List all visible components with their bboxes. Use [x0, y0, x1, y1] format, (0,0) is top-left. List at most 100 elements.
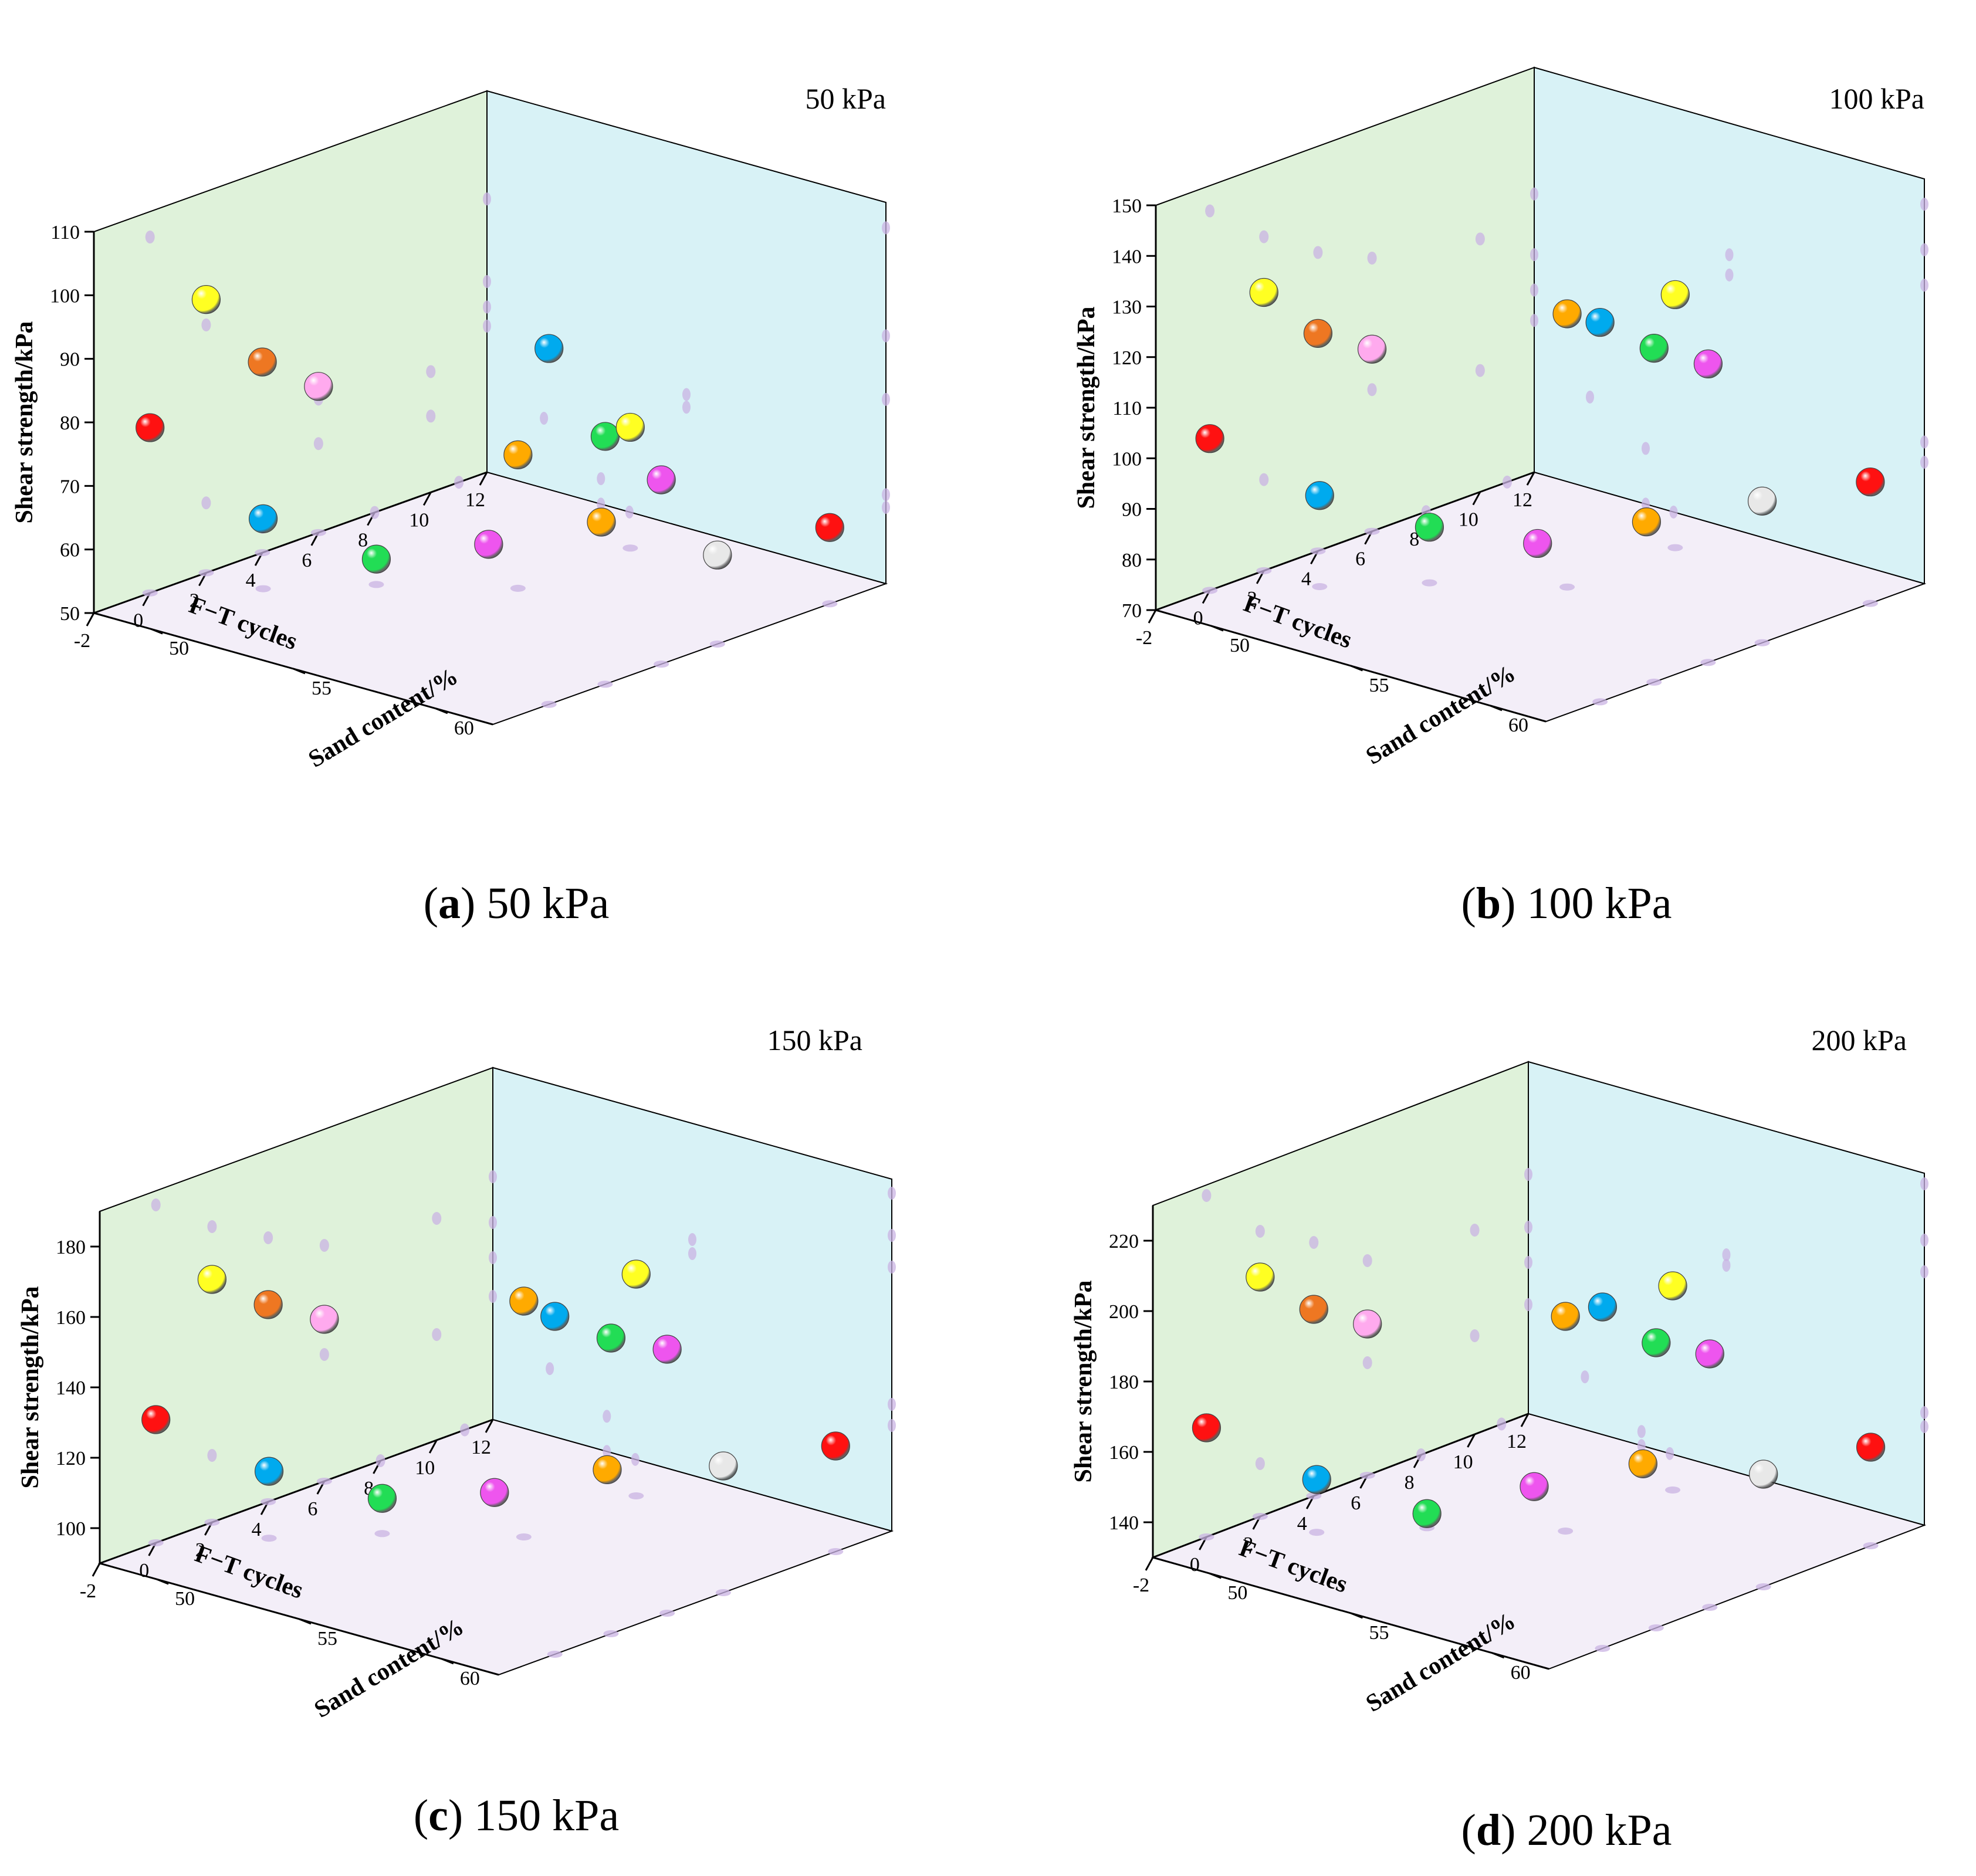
- x-tick-mark: [1526, 472, 1535, 486]
- back-wall-projection: [483, 192, 491, 206]
- y-tick-label: 50: [1227, 1582, 1247, 1604]
- floor-projection: [541, 700, 557, 708]
- floor-projection: [374, 1530, 390, 1538]
- data-point: [647, 465, 676, 495]
- data-point: [361, 544, 391, 574]
- data-point: [1302, 1465, 1331, 1494]
- data-point: [587, 507, 616, 537]
- data-point: [703, 540, 732, 570]
- data-point: [304, 372, 333, 401]
- left-wall-projection: [454, 476, 464, 489]
- data-point: [136, 413, 165, 442]
- floor-projection: [204, 1519, 220, 1526]
- back-wall-projection: [1722, 1259, 1731, 1272]
- panel-pressure-label: 150 kPa: [767, 1024, 863, 1056]
- y-tick-label: 60: [1511, 1662, 1531, 1684]
- left-wall-projection: [1470, 1224, 1480, 1237]
- back-wall-projection: [1920, 243, 1928, 256]
- x-tick-label: 0: [133, 610, 143, 632]
- left-wall-projection: [319, 1348, 329, 1361]
- back-wall-projection: [888, 1187, 896, 1200]
- back-wall-projection: [1920, 1265, 1928, 1278]
- back-wall-projection: [688, 1233, 696, 1246]
- data-point: [1856, 467, 1885, 497]
- back-wall-projection: [1524, 1256, 1532, 1269]
- left-wall-projection: [370, 506, 380, 519]
- z-tick-label: 120: [56, 1448, 86, 1469]
- x-tick-label: 12: [1513, 489, 1532, 511]
- y-tick-label: 50: [175, 1588, 195, 1610]
- back-wall-projection: [882, 221, 890, 235]
- data-point: [1353, 1309, 1382, 1339]
- z-tick-label: 120: [1112, 347, 1142, 369]
- z-tick-label: 90: [1122, 499, 1142, 521]
- left-wall-projection: [1255, 1457, 1265, 1470]
- data-point: [1415, 513, 1444, 542]
- z-tick-label: 80: [1122, 550, 1142, 571]
- x-tick-mark: [92, 1563, 101, 1577]
- panel-pressure-label: 100 kPa: [1829, 82, 1925, 115]
- back-wall-projection: [1642, 442, 1650, 455]
- data-point: [1305, 481, 1334, 510]
- y-tick-mark: [435, 707, 448, 714]
- back-wall-projection: [682, 401, 691, 414]
- left-wall-projection: [426, 409, 436, 423]
- data-point: [1856, 1433, 1886, 1462]
- x-tick-label: 8: [358, 530, 368, 551]
- floor-projection: [1702, 1604, 1718, 1611]
- data-point: [254, 1457, 284, 1486]
- back-wall-projection: [1530, 314, 1538, 327]
- caption-text: 100 kPa: [1515, 879, 1672, 928]
- left-wall-projection: [375, 1454, 385, 1467]
- floor-projection: [255, 549, 270, 557]
- floor-projection: [1199, 1533, 1214, 1540]
- caption-letter: d: [1476, 1806, 1501, 1855]
- floor-projection: [1863, 1542, 1879, 1549]
- x-tick-mark: [86, 612, 95, 627]
- x-axis-line: [1152, 1413, 1529, 1559]
- floor-projection: [148, 1539, 164, 1546]
- floor-projection: [1755, 1583, 1771, 1590]
- data-point: [1303, 319, 1333, 348]
- x-tick-label: 2: [1243, 1533, 1253, 1555]
- y-tick-mark: [299, 1618, 312, 1625]
- x-tick-mark: [1145, 1557, 1154, 1571]
- x-axis-line: [93, 471, 488, 614]
- back-wall-projection: [1725, 248, 1734, 262]
- back-wall-projection: [489, 1170, 497, 1183]
- caption-text: 150 kPa: [463, 1791, 619, 1840]
- floor-projection: [828, 1548, 844, 1555]
- z-tick-label: 50: [60, 603, 80, 625]
- x-tick-label: 4: [1301, 568, 1311, 590]
- back-wall-projection: [1920, 1406, 1928, 1419]
- back-wall-projection: [603, 1410, 611, 1423]
- x-tick-mark: [422, 492, 432, 506]
- panel-caption: (d) 200 kPa: [1461, 1806, 1672, 1855]
- left-wall-projection: [1475, 364, 1485, 377]
- x-tick-label: 0: [1193, 607, 1203, 629]
- floor-projection: [516, 1533, 532, 1540]
- x-tick-label: 4: [246, 570, 256, 591]
- z-tick-label: 140: [56, 1377, 86, 1399]
- data-point: [1192, 1413, 1222, 1442]
- floor-projection: [628, 1492, 644, 1499]
- floor-projection: [822, 600, 838, 608]
- data-point: [1632, 507, 1662, 537]
- left-wall-projection: [313, 437, 323, 451]
- floor-projection: [1592, 698, 1608, 706]
- y-tick-label: 55: [1369, 675, 1389, 696]
- x-axis-line: [99, 1418, 493, 1565]
- z-tick-label: 110: [50, 222, 80, 243]
- back-wall-projection: [1637, 1425, 1646, 1438]
- back-wall-projection: [489, 1290, 497, 1303]
- x-tick-label: -2: [1133, 1574, 1149, 1596]
- data-point: [1249, 277, 1278, 307]
- x-tick-label: 2: [195, 1539, 205, 1561]
- back-wall-projection: [597, 497, 605, 511]
- left-wall-projection: [1313, 246, 1323, 259]
- data-point: [815, 513, 844, 542]
- floor-projection: [142, 589, 158, 597]
- caption-letter: b: [1476, 879, 1501, 928]
- data-point: [1693, 349, 1723, 379]
